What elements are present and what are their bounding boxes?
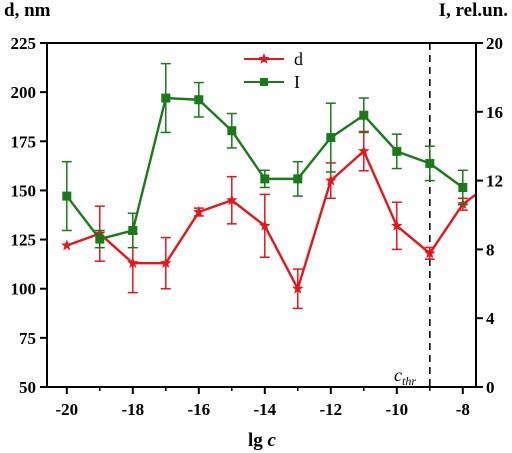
y-right-tick-label: 8 (486, 240, 495, 259)
legend-marker-I (260, 78, 268, 86)
series-line-d (66, 149, 477, 290)
y-left-tick-label: 150 (11, 181, 37, 200)
x-tick-label: -8 (456, 400, 470, 419)
point-d (61, 239, 73, 251)
point-I (425, 158, 435, 168)
series-I (61, 62, 468, 249)
y-left-tick-label: 175 (11, 132, 37, 151)
y-left-tick-label: 125 (11, 231, 37, 250)
point-I (293, 174, 303, 184)
x-tick-label: -20 (55, 400, 78, 419)
legend: d I (244, 49, 303, 92)
point-I (95, 234, 105, 244)
point-I (227, 126, 237, 136)
y-left-tick-label: 75 (19, 329, 36, 348)
y-left-tick-label: 100 (11, 280, 37, 299)
x-tick-label: -12 (319, 400, 342, 419)
point-d (391, 219, 403, 231)
legend-label-d: d (294, 49, 303, 69)
point-d (127, 257, 139, 269)
y-left-axis-title: d, nm (4, 0, 51, 21)
threshold-label-main: c (394, 365, 402, 385)
point-I (392, 146, 402, 156)
x-tick-label: -16 (187, 400, 210, 419)
point-I (161, 93, 171, 103)
y-left-tick-label: 50 (19, 378, 36, 397)
point-I (458, 182, 468, 192)
y-left-tick-label: 225 (11, 34, 37, 53)
y-right-tick-label: 20 (486, 34, 503, 53)
y-right-axis-title: I, rel.un. (439, 0, 508, 21)
y-right-tick-label: 16 (486, 103, 503, 122)
point-d (358, 145, 370, 156)
point-I (194, 95, 204, 105)
point-d (226, 194, 238, 206)
point-d (424, 247, 436, 259)
threshold-label: cthr (394, 365, 416, 388)
x-tick-label: -10 (385, 400, 408, 419)
y-right-tick-label: 4 (486, 309, 495, 328)
point-d (259, 219, 271, 231)
legend-label-I: I (294, 72, 300, 92)
point-I (260, 174, 270, 184)
x-tick-label: -18 (121, 400, 144, 419)
x-axis-title: lg c (248, 430, 277, 451)
point-I (326, 133, 336, 143)
plot-frame (46, 42, 477, 388)
y-right-tick-label: 12 (486, 172, 503, 191)
point-I (62, 191, 72, 201)
x-axis-title-main: lg (248, 430, 268, 451)
point-d (193, 206, 205, 217)
threshold-label-sub: thr (402, 374, 416, 388)
point-d (160, 257, 172, 269)
x-tick-label: -14 (253, 400, 276, 419)
point-d (292, 282, 304, 294)
point-I (359, 110, 369, 120)
y-right-tick-label: 0 (486, 378, 495, 397)
y-left-tick-label: 200 (11, 83, 37, 102)
point-d (325, 174, 337, 186)
x-axis-title-var: c (268, 430, 277, 451)
legend-marker-d (258, 53, 270, 64)
point-I (128, 225, 138, 235)
